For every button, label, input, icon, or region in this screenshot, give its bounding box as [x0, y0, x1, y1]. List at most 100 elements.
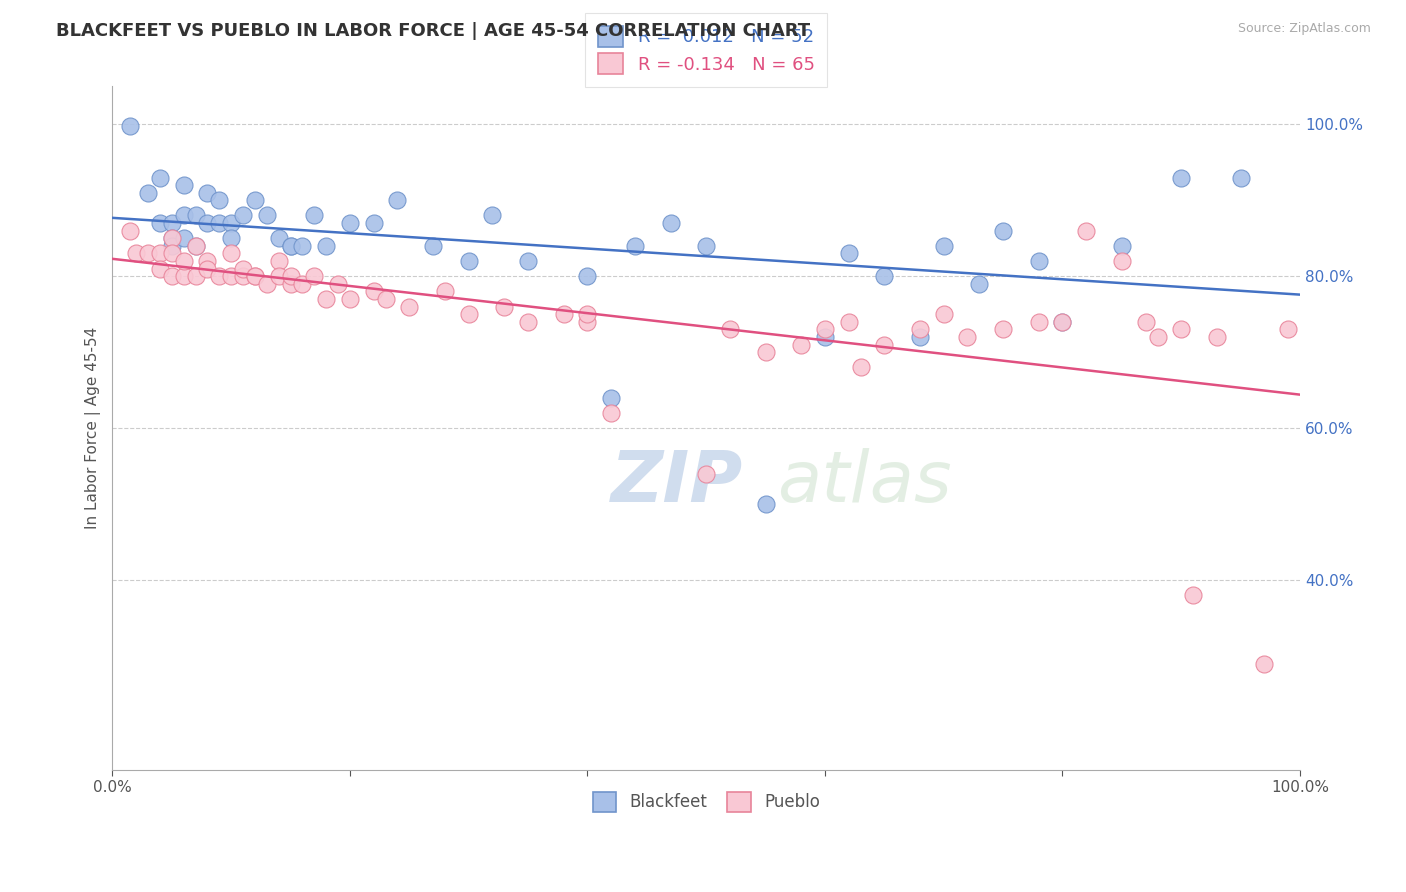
Point: [600, 391, 623, 405]
Point: [339, 292, 361, 306]
Point: [243, 269, 266, 284]
Point: [243, 194, 266, 208]
Point: [873, 337, 896, 351]
Point: [814, 330, 837, 344]
Point: [160, 269, 183, 284]
Point: [1146, 330, 1168, 344]
Point: [517, 315, 540, 329]
Point: [718, 322, 741, 336]
Point: [457, 254, 479, 268]
Point: [184, 239, 207, 253]
Point: [149, 246, 172, 260]
Point: [243, 269, 266, 284]
Point: [908, 330, 931, 344]
Point: [576, 315, 599, 329]
Point: [173, 269, 195, 284]
Point: [1182, 588, 1205, 602]
Point: [256, 209, 278, 223]
Point: [256, 277, 278, 291]
Text: atlas: atlas: [778, 449, 952, 517]
Point: [184, 209, 207, 223]
Point: [695, 239, 717, 253]
Point: [1028, 254, 1050, 268]
Point: [219, 246, 242, 260]
Point: [695, 467, 717, 481]
Point: [280, 277, 302, 291]
Point: [517, 254, 540, 268]
Point: [969, 277, 991, 291]
Point: [304, 209, 326, 223]
Legend: Blackfeet, Pueblo: Blackfeet, Pueblo: [581, 780, 831, 823]
Point: [280, 269, 302, 284]
Point: [315, 239, 337, 253]
Point: [1170, 322, 1192, 336]
Point: [457, 307, 479, 321]
Point: [173, 209, 195, 223]
Point: [232, 209, 254, 223]
Point: [849, 360, 872, 375]
Point: [173, 254, 195, 268]
Point: [1135, 315, 1157, 329]
Point: [339, 216, 361, 230]
Point: [1111, 239, 1133, 253]
Point: [208, 216, 231, 230]
Point: [991, 224, 1014, 238]
Point: [173, 231, 195, 245]
Point: [173, 178, 195, 193]
Point: [363, 216, 385, 230]
Point: [136, 186, 159, 200]
Point: [120, 119, 142, 133]
Point: [422, 239, 444, 253]
Point: [433, 285, 456, 299]
Point: [160, 231, 183, 245]
Y-axis label: In Labor Force | Age 45-54: In Labor Force | Age 45-54: [86, 327, 101, 529]
Point: [873, 269, 896, 284]
Point: [232, 261, 254, 276]
Point: [267, 269, 290, 284]
Point: [219, 269, 242, 284]
Point: [125, 246, 148, 260]
Point: [160, 239, 183, 253]
Point: [219, 216, 242, 230]
Point: [398, 300, 420, 314]
Point: [659, 216, 682, 230]
Point: [197, 216, 219, 230]
Point: [908, 322, 931, 336]
Point: [1052, 315, 1074, 329]
Text: ZIP: ZIP: [612, 449, 744, 517]
Point: [291, 239, 314, 253]
Point: [184, 239, 207, 253]
Point: [160, 216, 183, 230]
Point: [1052, 315, 1074, 329]
Point: [208, 194, 231, 208]
Point: [149, 170, 172, 185]
Point: [160, 246, 183, 260]
Text: Source: ZipAtlas.com: Source: ZipAtlas.com: [1237, 22, 1371, 36]
Point: [1076, 224, 1098, 238]
Point: [326, 277, 349, 291]
Point: [219, 231, 242, 245]
Point: [553, 307, 575, 321]
Point: [1111, 254, 1133, 268]
Point: [814, 322, 837, 336]
Point: [363, 285, 385, 299]
Point: [160, 231, 183, 245]
Point: [280, 239, 302, 253]
Point: [197, 254, 219, 268]
Point: [1028, 315, 1050, 329]
Point: [149, 261, 172, 276]
Point: [304, 269, 326, 284]
Point: [790, 337, 813, 351]
Point: [208, 269, 231, 284]
Point: [1277, 322, 1299, 336]
Point: [120, 224, 142, 238]
Point: [494, 300, 516, 314]
Point: [1253, 657, 1275, 671]
Text: BLACKFEET VS PUEBLO IN LABOR FORCE | AGE 45-54 CORRELATION CHART: BLACKFEET VS PUEBLO IN LABOR FORCE | AGE…: [56, 22, 810, 40]
Point: [481, 209, 503, 223]
Point: [197, 261, 219, 276]
Point: [755, 345, 778, 359]
Point: [956, 330, 979, 344]
Point: [280, 239, 302, 253]
Point: [267, 231, 290, 245]
